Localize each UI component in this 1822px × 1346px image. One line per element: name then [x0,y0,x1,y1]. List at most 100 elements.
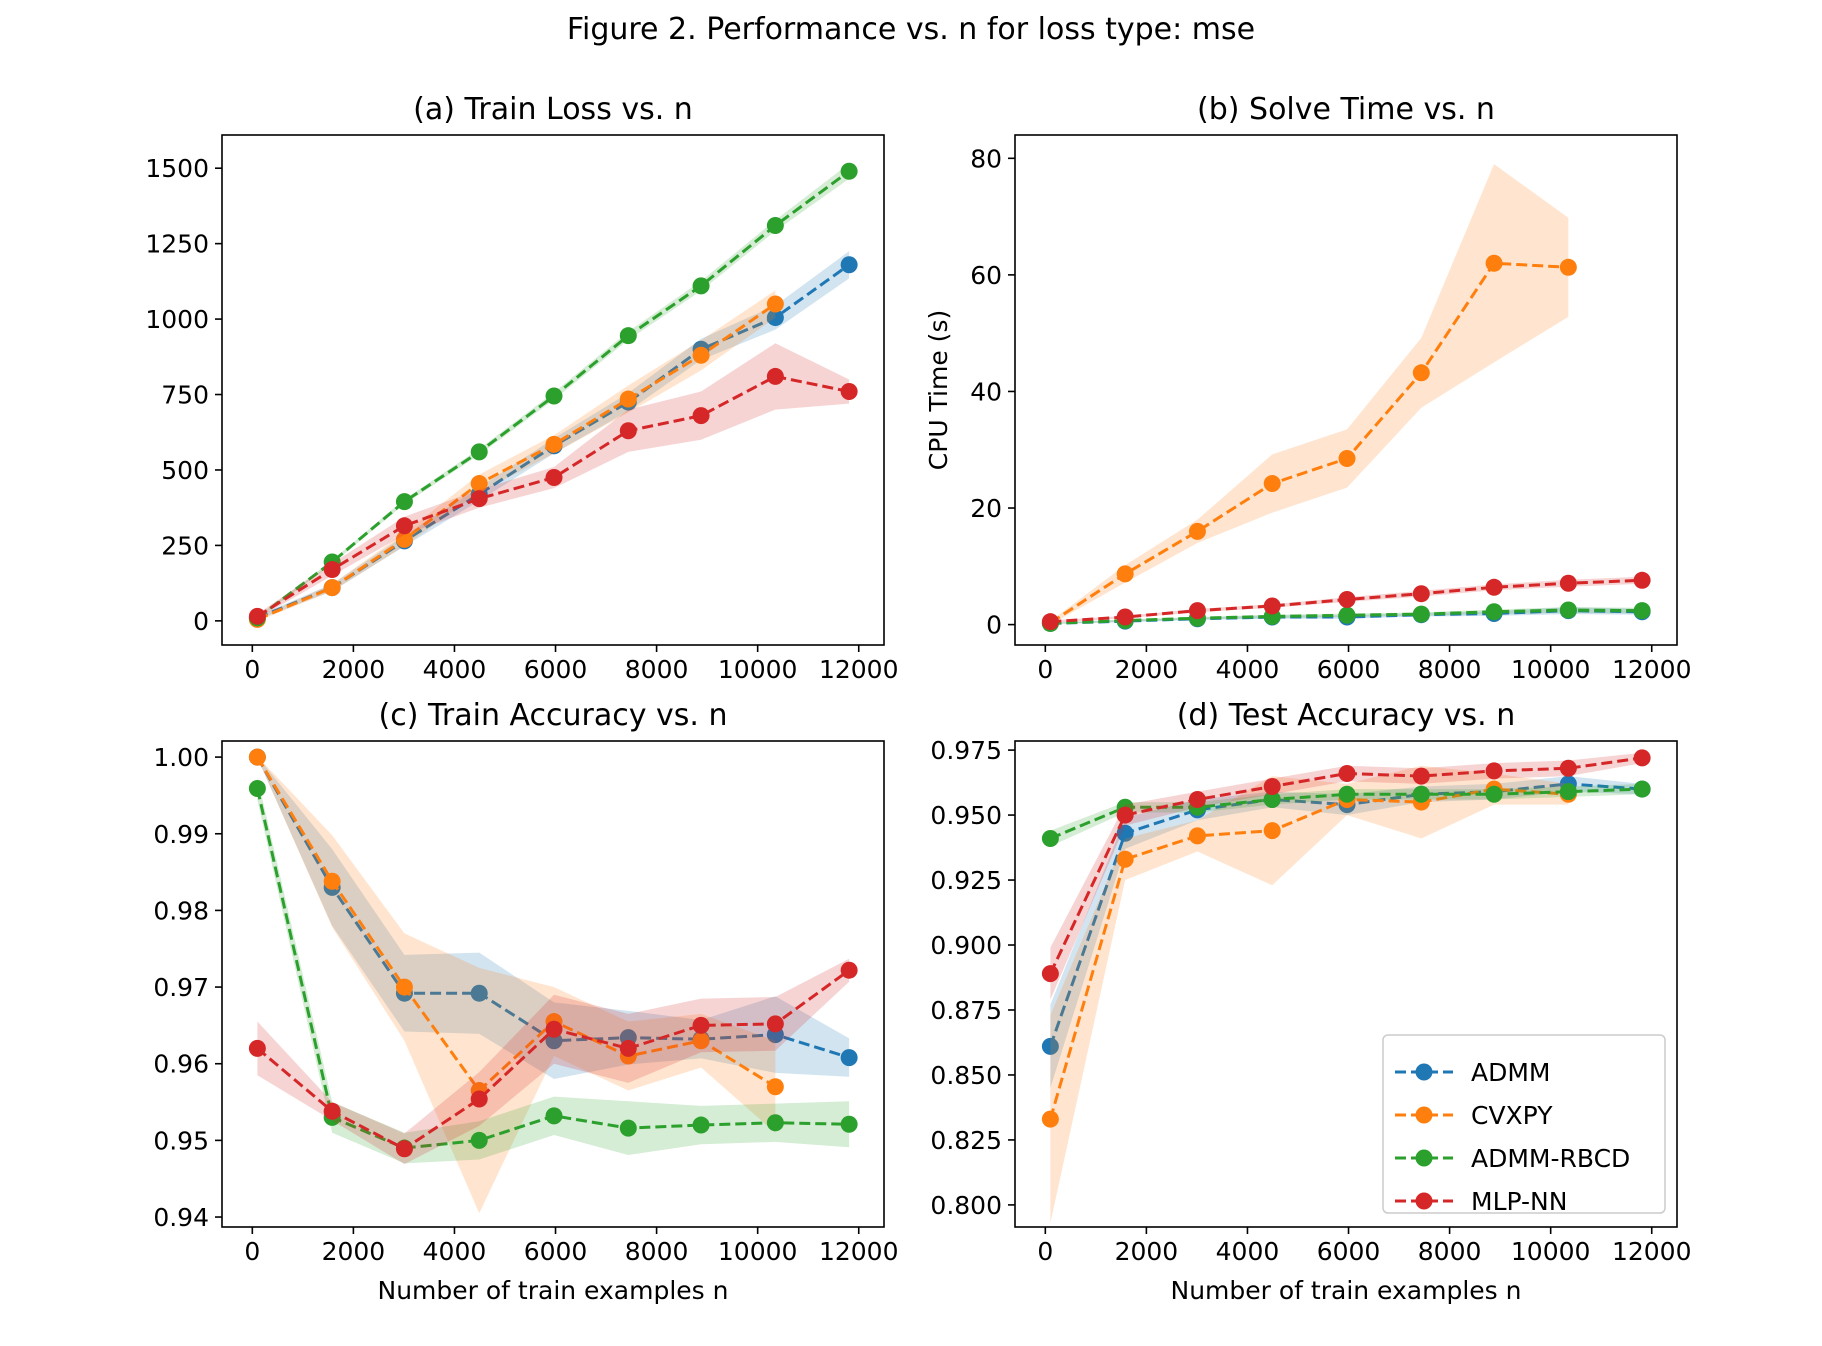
y-tick-label: 0.825 [930,1126,1002,1155]
x-tick-label: 0 [1037,655,1053,684]
x-tick-label: 4000 [423,655,487,684]
series-line-cvxpy [256,302,777,621]
x-tick-label: 2000 [1115,655,1179,684]
x-tick-label: 12000 [819,1237,899,1266]
data-point-mlp-nn [545,1020,563,1038]
legend-label-cvxpy: CVXPY [1471,1101,1553,1130]
data-point-mlp-nn [545,469,563,487]
data-point-admm-rbcd [545,1107,563,1125]
data-point-cvxpy [1485,254,1503,272]
data-point-cvxpy [692,1032,710,1050]
panel-title: (d) Test Accuracy vs. n [1177,698,1516,733]
legend-label-mlp-nn: MLP-NN [1471,1187,1567,1216]
data-point-mlp-nn [1633,749,1651,767]
x-tick-label: 6000 [524,655,588,684]
x-tick-label: 0 [244,1237,260,1266]
x-axis-label: Number of train examples n [1171,1276,1522,1305]
x-tick-label: 6000 [524,1237,588,1266]
data-point-admm-rbcd [1633,780,1651,798]
y-tick-label: 80 [970,144,1002,173]
y-tick-label: 1.00 [153,743,209,772]
data-point-mlp-nn [248,1039,266,1057]
panel-title: (c) Train Accuracy vs. n [379,698,728,733]
data-point-admm-rbcd [840,1115,858,1133]
y-tick-label: 40 [970,377,1002,406]
data-point-admm [1041,1037,1059,1055]
data-point-cvxpy [1188,522,1206,540]
data-point-admm [840,1049,858,1067]
data-point-cvxpy [619,390,637,408]
data-point-mlp-nn [766,367,784,385]
data-point-admm [1116,824,1134,842]
data-point-admm-rbcd [619,1119,637,1137]
y-tick-label: 1250 [145,230,209,259]
data-point-mlp-nn [840,961,858,979]
data-point-admm-rbcd [1633,602,1651,620]
x-tick-label: 4000 [1216,655,1280,684]
data-point-mlp-nn [1263,777,1281,795]
data-point-mlp-nn [395,517,413,535]
y-axis-label: CPU Time (s) [924,310,953,470]
y-tick-label: 0.875 [930,996,1002,1025]
panel-b-solve-time: (b) Solve Time vs. n 0 2000 4000 6000 8000 100… [924,92,1691,684]
x-tick-label: 12000 [819,655,899,684]
data-point-cvxpy [1188,827,1206,845]
panel-d-test-accuracy: (d) Test Accuracy vs. n 0 2000 4000 6000 8000… [930,698,1691,1305]
data-point-mlp-nn [766,1015,784,1033]
band-cvxpy [1050,164,1569,625]
data-point-admm [470,984,488,1002]
y-tick-label: 0.925 [930,866,1002,895]
y-tick-label: 0.94 [153,1203,209,1232]
data-point-admm-rbcd [840,162,858,180]
data-point-mlp-nn [1633,571,1651,589]
x-tick-label: 10000 [1511,655,1591,684]
data-point-mlp-nn [692,1016,710,1034]
x-tick-label: 2000 [1115,1237,1179,1266]
data-point-mlp-nn [1041,965,1059,983]
legend-label-admm: ADMM [1471,1058,1551,1087]
plot-area [248,162,858,628]
data-point-mlp-nn [1559,759,1577,777]
x-tick-label: 12000 [1612,1237,1692,1266]
band-cvxpy [257,290,776,622]
panel-c-train-accuracy: (c) Train Accuracy vs. n 0 2000 4000 6000 800… [153,698,898,1305]
data-point-admm-rbcd [1041,829,1059,847]
data-point-mlp-nn [1041,613,1059,631]
data-point-cvxpy [323,579,341,597]
data-point-admm-rbcd [395,493,413,511]
data-point-mlp-nn [840,383,858,401]
x-tick-label: 0 [244,655,260,684]
data-point-mlp-nn [323,1102,341,1120]
data-point-mlp-nn [470,1090,488,1108]
y-tick-label: 750 [161,381,209,410]
data-point-mlp-nn [1338,764,1356,782]
data-point-admm-rbcd [1338,606,1356,624]
legend-marker-cvxpy [1415,1106,1433,1124]
data-point-admm-rbcd [692,277,710,295]
data-point-admm [766,309,784,327]
data-point-mlp-nn [323,561,341,579]
plot-area [1041,749,1651,1224]
data-point-cvxpy [1412,364,1430,382]
y-tick-label: 0.800 [930,1191,1002,1220]
x-tick-label: 6000 [1317,655,1381,684]
y-tick-label: 250 [161,531,209,560]
axes-frame [221,740,885,1228]
data-point-mlp-nn [1412,767,1430,785]
data-point-admm-rbcd [1338,785,1356,803]
y-tick-label: 500 [161,456,209,485]
x-tick-label: 8000 [625,655,689,684]
data-point-mlp-nn [1485,578,1503,596]
data-point-cvxpy [545,435,563,453]
data-point-mlp-nn [1188,602,1206,620]
data-point-admm-rbcd [1559,601,1577,619]
y-tick-label: 0.97 [153,973,209,1002]
data-point-mlp-nn [619,1039,637,1057]
axes-frame [1014,134,1678,646]
data-point-mlp-nn [1559,574,1577,592]
y-tick-label: 0.95 [153,1126,209,1155]
data-point-cvxpy [766,1078,784,1096]
data-point-cvxpy [248,748,266,766]
data-point-mlp-nn [1116,608,1134,626]
